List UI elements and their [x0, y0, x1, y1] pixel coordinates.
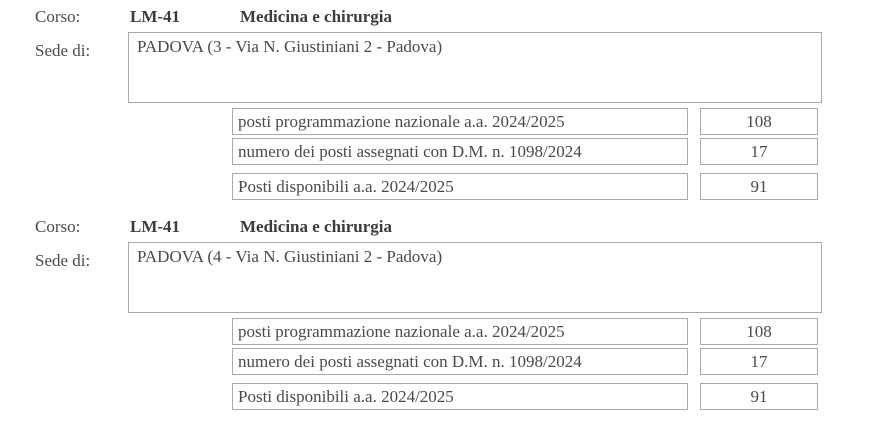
row-label-posti-disponibili: Posti disponibili a.a. 2024/2025 — [232, 383, 688, 410]
row-value-posti-programmazione: 108 — [700, 108, 818, 135]
corso-label: Corso: — [35, 217, 81, 236]
corso-label: Corso: — [35, 7, 81, 26]
course-name: Medicina e chirurgia — [240, 217, 393, 236]
course-code: LM-41 — [130, 7, 181, 26]
row-value-posti-assegnati: 17 — [700, 348, 818, 375]
row-value-posti-disponibili: 91 — [700, 173, 818, 200]
course-block-2: Corso: LM-41 Medicina e chirurgia Sede d… — [0, 210, 870, 420]
course-name: Medicina e chirurgia — [240, 7, 393, 26]
course-code: LM-41 — [130, 217, 181, 236]
row-value-posti-programmazione: 108 — [700, 318, 818, 345]
row-label-posti-programmazione: posti programmazione nazionale a.a. 2024… — [232, 108, 688, 135]
row-value-posti-assegnati: 17 — [700, 138, 818, 165]
course-block-1: Corso: LM-41 Medicina e chirurgia Sede d… — [0, 0, 870, 210]
sede-value: PADOVA (3 - Via N. Giustiniani 2 - Padov… — [137, 37, 443, 56]
sede-value: PADOVA (4 - Via N. Giustiniani 2 - Padov… — [137, 247, 443, 266]
sede-label: Sede di: — [35, 41, 91, 60]
row-value-posti-disponibili: 91 — [700, 383, 818, 410]
row-label-posti-programmazione: posti programmazione nazionale a.a. 2024… — [232, 318, 688, 345]
sede-box: PADOVA (3 - Via N. Giustiniani 2 - Padov… — [128, 32, 822, 103]
sede-label: Sede di: — [35, 251, 91, 270]
row-label-posti-assegnati: numero dei posti assegnati con D.M. n. 1… — [232, 138, 688, 165]
sede-box: PADOVA (4 - Via N. Giustiniani 2 - Padov… — [128, 242, 822, 313]
row-label-posti-disponibili: Posti disponibili a.a. 2024/2025 — [232, 173, 688, 200]
row-label-posti-assegnati: numero dei posti assegnati con D.M. n. 1… — [232, 348, 688, 375]
